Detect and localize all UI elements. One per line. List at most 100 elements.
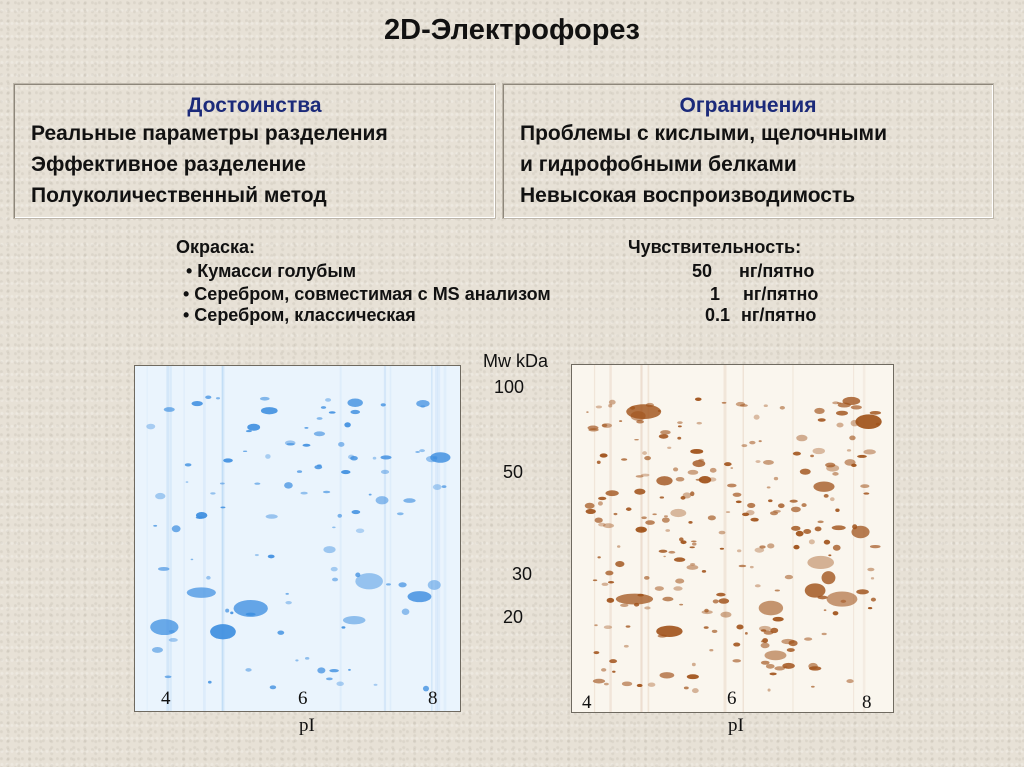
gel-spot xyxy=(774,666,785,671)
gel-spot xyxy=(836,410,848,416)
gel-spot xyxy=(186,587,216,598)
gel-spot xyxy=(630,406,636,410)
gel-spot xyxy=(796,434,808,442)
gel-streak xyxy=(443,366,447,711)
gel-spot xyxy=(225,608,230,613)
gel-spot xyxy=(736,624,744,630)
gel-spot xyxy=(658,434,669,439)
gel-spot xyxy=(317,667,326,674)
gel-spot xyxy=(804,637,813,641)
gel-spot xyxy=(355,573,383,590)
gel-spot xyxy=(735,500,742,504)
gel-spot xyxy=(368,493,372,496)
gel-spot xyxy=(701,570,707,573)
gel-spot xyxy=(373,683,378,686)
gel-spot xyxy=(396,512,404,516)
pi-tick: 4 xyxy=(161,688,171,709)
gel-spot xyxy=(329,669,339,673)
gel-spot xyxy=(680,496,686,500)
gel-spot xyxy=(766,486,771,489)
gel-spot xyxy=(758,440,762,443)
gel-spot xyxy=(607,581,615,584)
gel-spot xyxy=(372,456,377,460)
sensitivity-value: 0.1 xyxy=(705,305,731,325)
gel-spot xyxy=(636,419,644,424)
gel-spot xyxy=(730,467,734,470)
gel-spot xyxy=(813,481,835,492)
gel-spot xyxy=(657,409,661,412)
gel-spot xyxy=(754,584,761,588)
gel-streak xyxy=(723,365,727,712)
gel-spot xyxy=(337,513,343,518)
gel-spot xyxy=(355,528,365,534)
gel-spot xyxy=(673,557,686,562)
gel-spot xyxy=(686,564,699,570)
gel-streak xyxy=(609,365,612,712)
gel-spot xyxy=(773,509,781,513)
gel-spot xyxy=(219,482,225,485)
gel-spot xyxy=(840,599,847,603)
gel-spot xyxy=(781,638,795,645)
gel-spot xyxy=(732,659,742,663)
gel-spot xyxy=(625,625,631,628)
gel-spot xyxy=(808,539,815,545)
gel-spot xyxy=(662,596,674,602)
gel-spot xyxy=(347,398,363,408)
gel-spot xyxy=(210,492,216,495)
gel-spot xyxy=(825,462,836,468)
gel-spot xyxy=(644,575,650,580)
gel-spot xyxy=(760,640,765,643)
gel-spot xyxy=(701,610,713,615)
gel-spot xyxy=(594,624,598,627)
gel-spot xyxy=(608,399,616,405)
gel-spot xyxy=(659,496,665,499)
gel-spot xyxy=(593,651,600,655)
gel-spot xyxy=(245,430,252,433)
mw-tick: 30 xyxy=(512,564,533,584)
gel-spot xyxy=(185,481,189,483)
gel-spot xyxy=(254,553,259,557)
sensitivity-unit: нг/пятно xyxy=(741,305,817,325)
gel-spot xyxy=(691,688,699,694)
gel-streak xyxy=(640,365,643,712)
gel-streak xyxy=(389,366,392,711)
gel-spot xyxy=(146,423,156,430)
gel-spot xyxy=(870,597,876,602)
gel-spot xyxy=(296,470,303,473)
gel-spot xyxy=(415,451,420,453)
gel-spot xyxy=(603,682,609,686)
gel-spot xyxy=(836,402,842,404)
gel-spot xyxy=(635,526,647,533)
gel-spot xyxy=(753,414,760,420)
gel-spot xyxy=(690,448,704,454)
gel-spot xyxy=(613,512,618,516)
gel-spot xyxy=(767,688,771,692)
gel-spot xyxy=(811,685,815,688)
gel-spot xyxy=(205,395,212,400)
gel-spot xyxy=(215,397,221,400)
gel-spot xyxy=(763,404,768,408)
gel-spot xyxy=(856,589,869,595)
gel-spot xyxy=(774,589,780,592)
gel-spot xyxy=(380,403,386,407)
gel-spot xyxy=(791,525,801,531)
gel-streak xyxy=(221,366,225,711)
gel-spot xyxy=(341,470,351,475)
gel-spot xyxy=(641,516,647,520)
gel-spot xyxy=(779,405,785,410)
gel-spot xyxy=(720,611,732,618)
pi-tick: 8 xyxy=(428,688,438,709)
gel-spot xyxy=(588,428,599,432)
gel-spot xyxy=(832,401,840,405)
mw-axis-label: Mw kDa xyxy=(483,351,549,371)
gel-spot xyxy=(870,577,875,580)
gel-spot xyxy=(325,398,332,402)
gel-spot xyxy=(269,685,277,690)
gel-spot xyxy=(168,638,178,642)
gel-spot xyxy=(812,447,826,455)
gel-spot xyxy=(842,396,861,406)
gel-spot xyxy=(851,525,870,539)
advantage-item: Реальные параметры разделения xyxy=(31,122,388,145)
gel-spot xyxy=(732,492,742,497)
gel-streak xyxy=(792,365,794,712)
